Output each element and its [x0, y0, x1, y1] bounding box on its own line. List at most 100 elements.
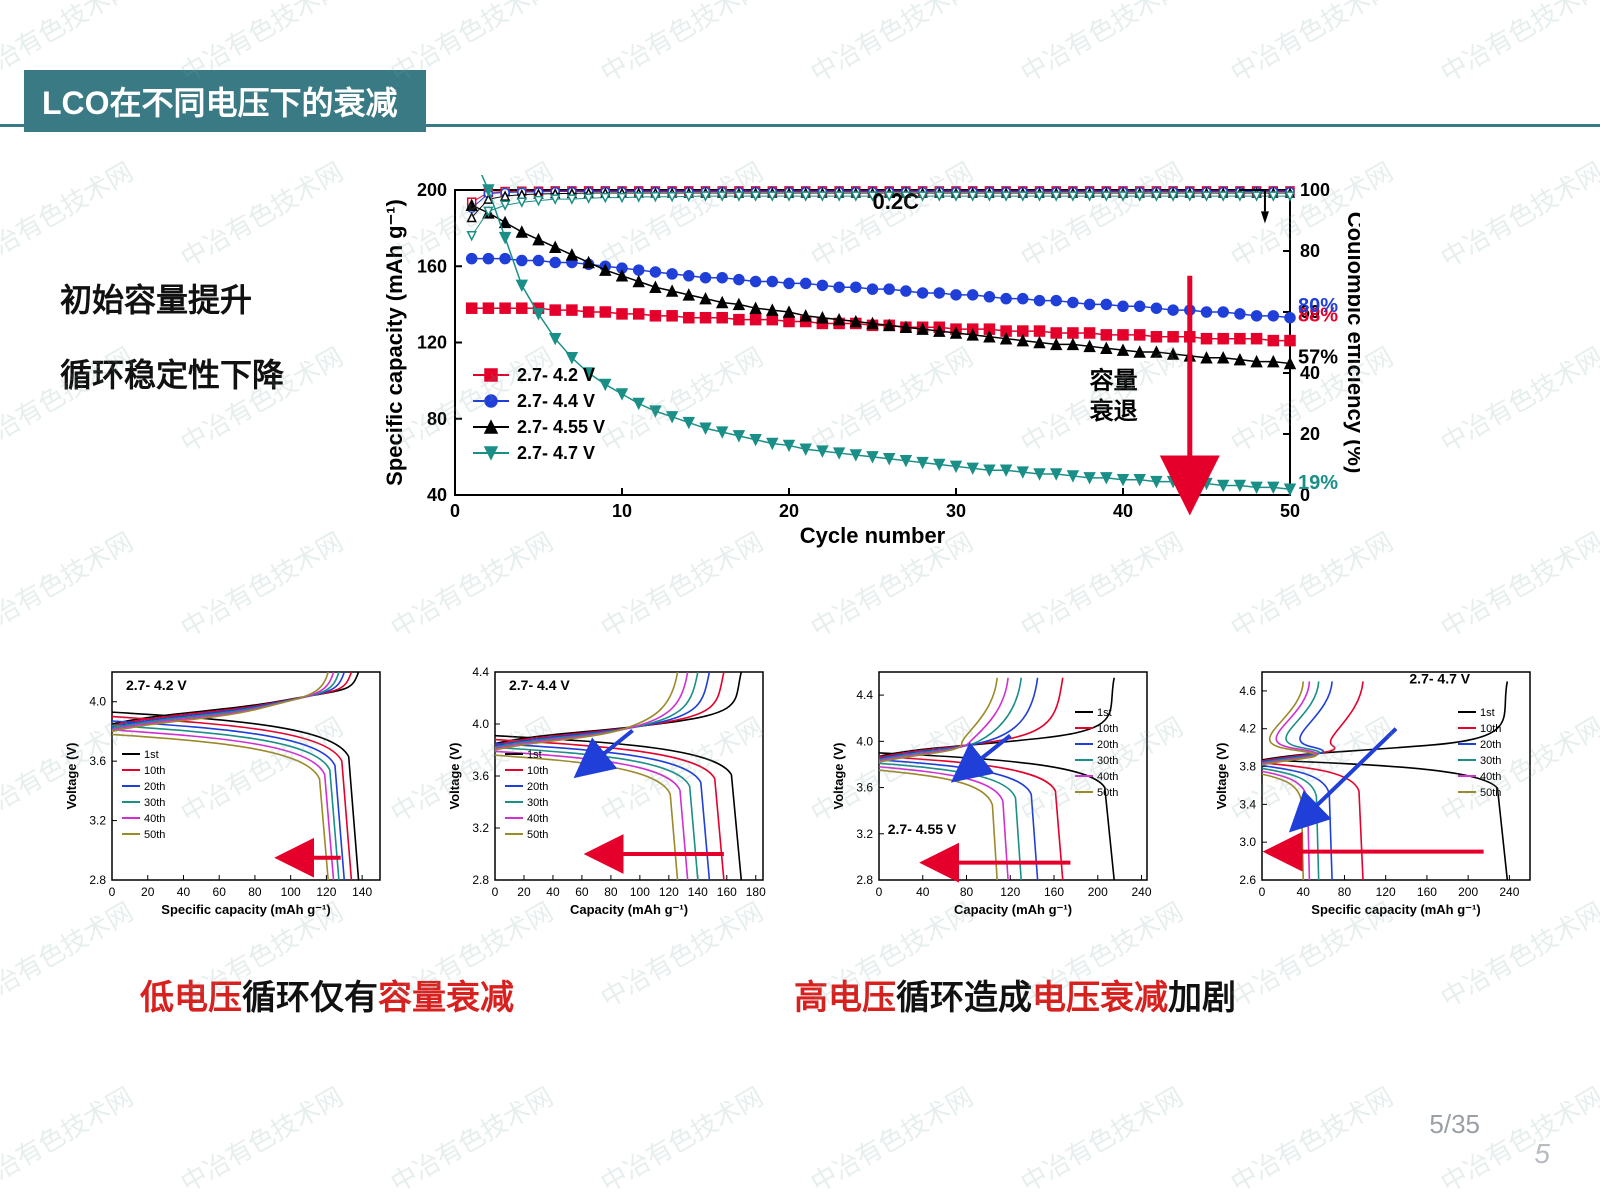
svg-text:50th: 50th: [1097, 787, 1118, 799]
svg-text:衰退: 衰退: [1089, 397, 1138, 425]
svg-text:1st: 1st: [1480, 707, 1495, 719]
svg-text:40th: 40th: [1097, 771, 1118, 783]
svg-text:40: 40: [177, 885, 191, 899]
svg-text:2.7- 4.7 V: 2.7- 4.7 V: [1409, 670, 1470, 686]
svg-text:30th: 30th: [1480, 755, 1501, 767]
svg-text:10th: 10th: [144, 765, 165, 777]
svg-text:Voltage (V): Voltage (V): [831, 743, 846, 810]
slide-title: LCO在不同电压下的衰减: [24, 70, 426, 132]
subchart-row: 0 20 40 60 80 100 120 140 2.8 3.2 3.6 4.0 Specific c…: [60, 660, 1540, 930]
svg-text:80: 80: [1300, 241, 1320, 261]
svg-text:240: 240: [1499, 885, 1519, 899]
svg-text:3.8: 3.8: [1239, 760, 1256, 774]
svg-text:100: 100: [1300, 180, 1330, 200]
svg-text:30th: 30th: [527, 797, 548, 809]
svg-text:Cycle number: Cycle number: [800, 523, 946, 548]
svg-text:20: 20: [141, 885, 155, 899]
svg-text:100: 100: [281, 885, 301, 899]
svg-text:120: 120: [659, 885, 679, 899]
svg-text:160: 160: [417, 256, 447, 276]
svg-text:20: 20: [518, 885, 532, 899]
svg-text:2.7- 4.2 V: 2.7- 4.2 V: [517, 365, 595, 385]
svg-text:60: 60: [576, 885, 590, 899]
svg-text:80: 80: [427, 409, 447, 429]
svg-text:40th: 40th: [1480, 771, 1501, 783]
svg-text:0: 0: [1259, 885, 1266, 899]
side-note-1: 初始容量提升: [60, 275, 252, 321]
subchart-4.4v: 0204060801001201401601802.83.23.64.04.4C…: [443, 660, 773, 930]
svg-text:0: 0: [450, 501, 460, 521]
svg-text:50: 50: [1280, 501, 1300, 521]
svg-text:0.2C: 0.2C: [873, 189, 920, 214]
svg-text:2.7- 4.4 V: 2.7- 4.4 V: [517, 391, 595, 411]
svg-text:3.2: 3.2: [473, 821, 490, 835]
svg-text:1st: 1st: [527, 749, 542, 761]
svg-text:140: 140: [352, 885, 372, 899]
svg-text:3.6: 3.6: [89, 754, 106, 768]
svg-text:140: 140: [688, 885, 708, 899]
page-indicator: 5/35: [1429, 1109, 1480, 1140]
svg-text:4.0: 4.0: [89, 695, 106, 709]
svg-text:40th: 40th: [144, 813, 165, 825]
svg-text:120: 120: [1376, 885, 1396, 899]
svg-text:4.0: 4.0: [856, 734, 873, 748]
svg-text:19%: 19%: [1298, 472, 1338, 494]
svg-text:2.7- 4.4 V: 2.7- 4.4 V: [509, 677, 570, 693]
svg-text:20th: 20th: [527, 781, 548, 793]
svg-text:3.2: 3.2: [856, 827, 873, 841]
svg-text:80: 80: [605, 885, 619, 899]
svg-text:4.4: 4.4: [473, 665, 490, 679]
svg-text:10th: 10th: [1097, 723, 1118, 735]
svg-text:20th: 20th: [1480, 739, 1501, 751]
svg-text:160: 160: [717, 885, 737, 899]
svg-text:1st: 1st: [144, 749, 159, 761]
svg-text:20th: 20th: [144, 781, 165, 793]
caption-low-voltage: 低电压循环仅有容量衰减: [140, 970, 514, 1019]
svg-text:50th: 50th: [527, 829, 548, 841]
svg-text:120: 120: [316, 885, 336, 899]
svg-text:80: 80: [248, 885, 262, 899]
svg-text:160: 160: [1044, 885, 1064, 899]
svg-text:20: 20: [1300, 424, 1320, 444]
svg-text:30th: 30th: [144, 797, 165, 809]
svg-text:3.0: 3.0: [1239, 835, 1256, 849]
svg-text:2.7- 4.7 V: 2.7- 4.7 V: [517, 443, 595, 463]
svg-text:40: 40: [427, 485, 447, 505]
svg-text:40th: 40th: [527, 813, 548, 825]
svg-text:30: 30: [946, 501, 966, 521]
svg-text:4.2: 4.2: [1239, 722, 1256, 736]
svg-text:200: 200: [1087, 885, 1107, 899]
svg-text:200: 200: [417, 180, 447, 200]
svg-text:Capacity (mAh g⁻¹): Capacity (mAh g⁻¹): [954, 902, 1072, 917]
svg-text:57%: 57%: [1298, 346, 1338, 368]
svg-text:10th: 10th: [527, 765, 548, 777]
svg-text:40: 40: [1113, 501, 1133, 521]
svg-text:240: 240: [1131, 885, 1151, 899]
svg-text:2.8: 2.8: [473, 873, 490, 887]
svg-text:60: 60: [213, 885, 227, 899]
svg-text:4.0: 4.0: [473, 717, 490, 731]
subchart-4.2v: 0204060801001201402.83.23.64.0Specific c…: [60, 660, 390, 930]
svg-text:3.4: 3.4: [1239, 797, 1256, 811]
svg-text:Specific capacity (mAh g⁻¹): Specific capacity (mAh g⁻¹): [1311, 902, 1480, 917]
svg-text:100: 100: [630, 885, 650, 899]
svg-text:40: 40: [547, 885, 561, 899]
svg-text:80%: 80%: [1298, 295, 1338, 317]
svg-text:1st: 1st: [1097, 707, 1112, 719]
main-cycle-chart: 010203040504080120160200020406080100Cycl…: [380, 175, 1360, 555]
svg-text:2.8: 2.8: [89, 873, 106, 887]
svg-text:180: 180: [746, 885, 766, 899]
svg-text:0: 0: [875, 885, 882, 899]
svg-text:20th: 20th: [1097, 739, 1118, 751]
svg-text:Voltage (V): Voltage (V): [64, 743, 79, 810]
svg-text:80: 80: [959, 885, 973, 899]
svg-text:3.6: 3.6: [473, 769, 490, 783]
svg-text:10th: 10th: [1480, 723, 1501, 735]
svg-text:Coulombic efficiency (%): Coulombic efficiency (%): [1343, 212, 1360, 474]
svg-text:50th: 50th: [1480, 787, 1501, 799]
svg-text:50th: 50th: [144, 829, 165, 841]
svg-text:2.7- 4.55 V: 2.7- 4.55 V: [887, 821, 956, 837]
subchart-4.7v: 040801201602002402.63.03.43.84.24.6Speci…: [1210, 660, 1540, 930]
svg-text:160: 160: [1417, 885, 1437, 899]
svg-text:Voltage (V): Voltage (V): [1214, 743, 1229, 810]
